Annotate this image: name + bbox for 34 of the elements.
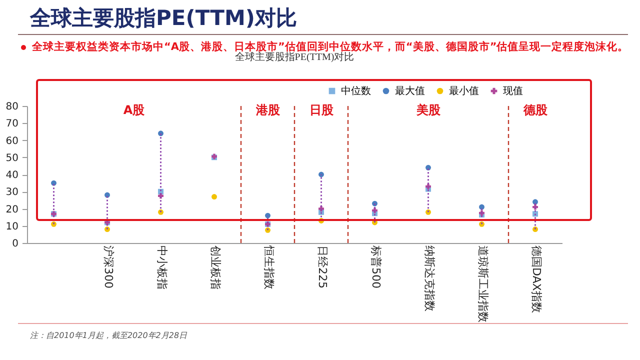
legend-label: 现值: [503, 86, 523, 97]
legend-label: 中位数: [341, 85, 371, 97]
legend-label: 最小值: [449, 85, 479, 97]
point: [212, 194, 217, 200]
point: [265, 212, 270, 218]
x-tick-label: 纳斯达克指数: [422, 246, 436, 312]
annotation: 美股: [415, 103, 442, 118]
x-tick-label: 恒生指数: [262, 244, 276, 290]
y-tick-label: 70: [6, 118, 18, 130]
x-tick-label: 道琼斯工业指数: [476, 246, 490, 322]
x-tick-label: 中小板指: [155, 246, 168, 290]
y-tick-label: 50: [6, 152, 18, 164]
y-tick-label: 0: [12, 238, 18, 250]
y-tick-label: 40: [6, 170, 18, 181]
chart-subtitle: 全球主要权益类资本市场中“A股、港股、日本股市”估值回到中位数水平，而“美股、德国股市”估值呈现一定程度泡沫化。: [32, 40, 629, 53]
y-tick-label: 60: [6, 136, 18, 147]
annotation: 日股: [309, 103, 334, 118]
annotation: A股: [123, 103, 146, 118]
legend-label: 最大值: [395, 85, 425, 97]
x-tick-label: 沪深300: [102, 246, 115, 288]
annotation: 德股: [522, 103, 548, 118]
text: 注：自2010年1月起，截至2020年2月28日: [30, 330, 188, 341]
annotation: 港股: [254, 103, 281, 118]
point: [318, 172, 324, 178]
chart-title: 全球主要股指PE(TTM)对比: [30, 5, 297, 32]
x-tick-label: 标普500: [369, 244, 382, 288]
x-tick-label: 德国DAX指数: [530, 246, 543, 313]
y-tick-label: 10: [6, 221, 18, 232]
x-tick-label: 日经225: [316, 246, 329, 288]
x-tick-label: 创业板指: [208, 246, 222, 290]
point: [532, 199, 538, 205]
y-tick-label: 30: [6, 187, 18, 198]
y-tick-label: 80: [6, 102, 18, 112]
y-tick-label: 20: [6, 204, 18, 216]
